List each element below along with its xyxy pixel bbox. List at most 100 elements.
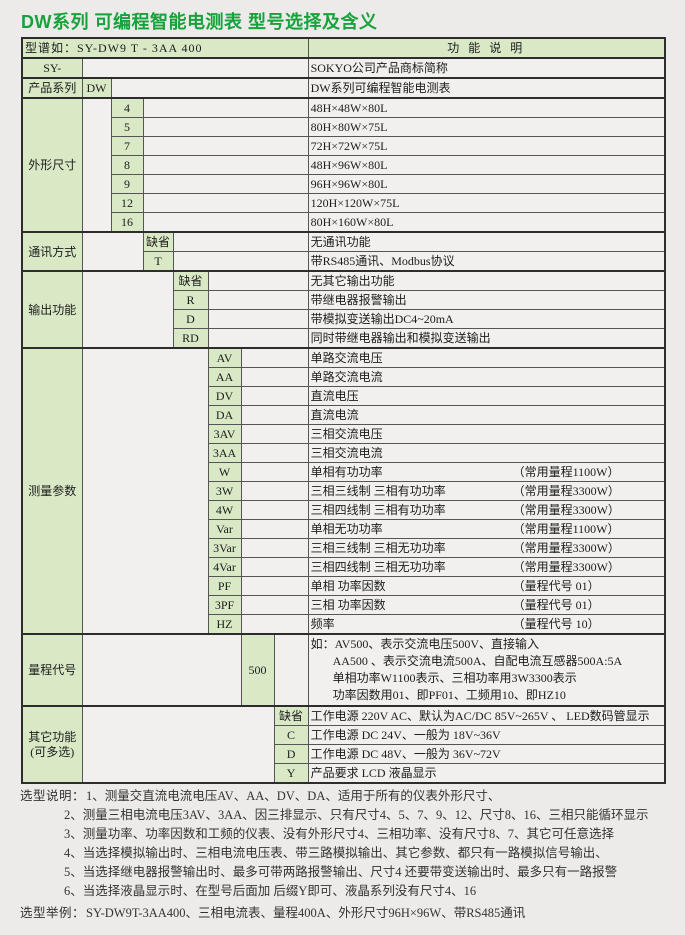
table-row: 量程代号 500 如：AV500、表示交流电压500V、直接输入 AA500 、… — [21, 633, 666, 707]
blank-cell — [81, 705, 275, 784]
section-label-product-series: 产品系列 — [21, 77, 83, 99]
blank-cell — [207, 328, 309, 349]
blank-cell — [110, 77, 309, 99]
blank-cell — [81, 270, 174, 349]
range-example-line: AA500 、表示交流电流500A、自配电流互感器500A:5A — [332, 654, 623, 668]
code-cell-t: T — [142, 251, 174, 272]
header-model-spec: 型谱如：SY-DW9 T - 3AA 400 — [21, 37, 309, 59]
code-cell-aa: AA — [207, 367, 242, 387]
note-line: 3、测量功率、功率因数和工频的仪表、没有外形尺寸4、三相功率、没有尺寸8、7、其… — [64, 827, 615, 841]
table-row: DV 直流电压 — [22, 386, 666, 406]
table-row: D 工作电源 DC 48V、一般为 36V~72V — [22, 744, 666, 764]
desc-cell: DW系列可编程智能电测表 — [307, 77, 666, 99]
note-line: 选型说明： 1、测量交直流电流电压AV、AA、DV、DA、适用于所有的仪表外形尺… — [20, 787, 682, 806]
desc-text: 三相交流电压 — [310, 427, 383, 441]
table-row: 7 72H×72W×75L — [22, 136, 666, 156]
range-note: （常用量程3300W） — [512, 484, 620, 498]
table-row: DA 直流电流 — [22, 405, 666, 425]
desc-cell: 80H×80W×75L — [307, 117, 666, 137]
section-label-subtext: (可多选) — [30, 744, 75, 759]
code-cell-w: W — [207, 462, 242, 482]
table-row: 产品系列 DW DW系列可编程智能电测表 — [21, 77, 666, 99]
blank-cell — [81, 57, 309, 79]
code-cell-r: R — [172, 290, 209, 310]
desc-cell: 48H×96W×80L — [307, 155, 666, 175]
blank-cell — [172, 231, 309, 252]
blank-cell — [240, 557, 309, 577]
range-note: （常用量程1100W） — [512, 465, 620, 479]
table-row: 其它功能 (可多选) 缺省 工作电源 220V AC、默认为AC/DC 85V~… — [21, 705, 666, 784]
desc-cell: 三相三线制 三相有功功率 （常用量程3300W） — [307, 481, 666, 501]
code-cell-5: 5 — [110, 117, 144, 137]
table-row: 12 120H×120W×75L — [22, 193, 666, 213]
selection-notes: 选型说明： 1、测量交直流电流电压AV、AA、DV、DA、适用于所有的仪表外形尺… — [20, 787, 682, 923]
desc-cell: 产品要求 LCD 液晶显示 — [307, 763, 666, 784]
desc-cell: 直流电压 — [307, 386, 666, 406]
code-cell-12: 12 — [110, 193, 144, 213]
section-label-text: 其它功能 — [28, 729, 77, 744]
table-header-row: 型谱如：SY-DW9 T - 3AA 400 功 能 说 明 — [21, 37, 666, 59]
section-label-measurement: 测量参数 — [21, 347, 83, 635]
desc-cell: 96H×96W×80L — [307, 174, 666, 194]
range-note: （量程代号 01） — [512, 598, 600, 612]
blank-cell — [81, 97, 112, 233]
desc-text: 三相三线制 三相无功功率 — [310, 541, 446, 555]
code-cell-default: 缺省 — [142, 231, 174, 252]
code-cell-8: 8 — [110, 155, 144, 175]
section-label-case-size: 外形尺寸 — [21, 97, 83, 233]
code-cell-16: 16 — [110, 212, 144, 233]
table-row: W 单相有功功率 （常用量程1100W） — [22, 462, 666, 482]
blank-cell — [172, 251, 309, 272]
table-row: 通讯方式 缺省 无通讯功能 — [21, 231, 666, 272]
code-cell-da: DA — [207, 405, 242, 425]
desc-cell: 72H×72W×75L — [307, 136, 666, 156]
table-row: SY- SOKYO公司产品商标简称 — [21, 57, 666, 79]
table-row: RD 同时带继电器输出和模拟变送输出 — [22, 328, 666, 349]
code-cell-c: C — [273, 725, 309, 745]
code-cell-av: AV — [207, 347, 242, 368]
code-cell-4w: 4W — [207, 500, 242, 520]
desc-cell: 工作电源 DC 24V、一般为 18V~36V — [307, 725, 666, 745]
section-label-range-code: 量程代号 — [21, 633, 83, 707]
desc-cell: 三相 功率因数 （量程代号 01） — [307, 595, 666, 615]
blank-cell — [240, 614, 309, 635]
blank-cell — [81, 633, 242, 707]
header-function-desc: 功 能 说 明 — [307, 37, 666, 59]
blank-cell — [81, 347, 209, 635]
desc-cell: 三相四线制 三相有功功率 （常用量程3300W） — [307, 500, 666, 520]
desc-cell: 120H×120W×75L — [307, 193, 666, 213]
blank-cell — [240, 462, 309, 482]
code-cell-3pf: 3PF — [207, 595, 242, 615]
selection-example: 选型举例： SY-DW9T-3AA400、三相电流表、量程400A、外形尺寸96… — [20, 904, 682, 923]
note-line: 6、当选择液晶显示时、在型号后面加 后缀Y即可、液晶系列没有尺寸4、16 — [64, 884, 477, 898]
table-row: 外形尺寸 4 48H×48W×80L — [21, 97, 666, 233]
desc-text: 三相四线制 三相有功功率 — [310, 503, 446, 517]
desc-text: 直流电压 — [310, 389, 359, 403]
model-selection-table: 型谱如：SY-DW9 T - 3AA 400 功 能 说 明 SY- SOKYO… — [21, 37, 667, 784]
desc-text: 单相有功功率 — [310, 465, 383, 479]
desc-cell: 带模拟变送输出DC4~20mA — [307, 309, 666, 329]
blank-cell — [240, 595, 309, 615]
desc-cell: 同时带继电器输出和模拟变送输出 — [307, 328, 666, 349]
code-cell-7: 7 — [110, 136, 144, 156]
desc-cell: 80H×160W×80L — [307, 212, 666, 233]
section-label-output-function: 输出功能 — [21, 270, 83, 349]
code-cell-dv: DV — [207, 386, 242, 406]
desc-cell: 工作电源 220V AC、默认为AC/DC 85V~265V 、 LED数码管显… — [307, 705, 666, 726]
blank-cell — [240, 576, 309, 596]
section-label-communication: 通讯方式 — [21, 231, 83, 272]
section-label-sy-prefix: SY- — [21, 57, 83, 79]
desc-cell: 工作电源 DC 48V、一般为 36V~72V — [307, 744, 666, 764]
table-row: 输出功能 缺省 无其它输出功能 — [21, 270, 666, 349]
code-cell-500: 500 — [240, 633, 275, 707]
desc-text: 单路交流电压 — [310, 351, 383, 365]
desc-text: 三相交流电流 — [310, 446, 383, 460]
desc-text: 三相 功率因数 — [310, 598, 386, 612]
blank-cell — [207, 290, 309, 310]
desc-text: 单相 功率因数 — [310, 579, 386, 593]
blank-cell — [142, 97, 309, 118]
table-row: T 带RS485通讯、Modbus协议 — [22, 251, 666, 272]
table-row: Y 产品要求 LCD 液晶显示 — [22, 763, 666, 784]
blank-cell — [240, 424, 309, 444]
table-row: PF 单相 功率因数 （量程代号 01） — [22, 576, 666, 596]
